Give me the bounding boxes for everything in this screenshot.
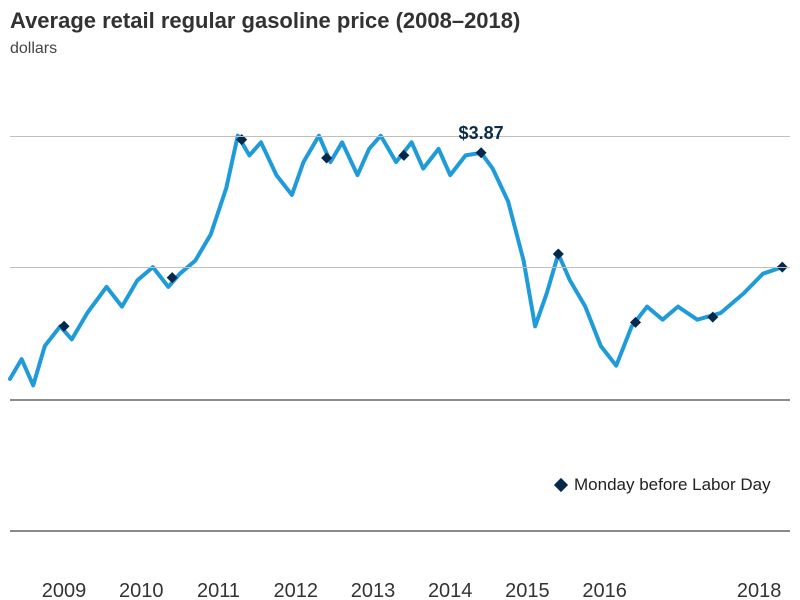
x-axis-label: 2012 <box>273 580 318 600</box>
x-axis-label: 2010 <box>119 580 164 600</box>
x-axis-label: 2009 <box>42 580 87 600</box>
x-axis-label: 2011 <box>197 580 240 600</box>
gridline <box>10 267 790 268</box>
gridline <box>10 399 790 401</box>
diamond-icon <box>554 478 568 492</box>
plot-area: 200920102011201220132014201520162018 <box>10 70 790 530</box>
labor-day-markers <box>10 70 790 530</box>
gridline <box>10 136 790 137</box>
x-axis-label: 2016 <box>582 580 627 600</box>
chart-subtitle: dollars <box>10 40 57 58</box>
x-axis-label: 2014 <box>428 580 473 600</box>
legend: Monday before Labor Day <box>556 475 771 495</box>
x-axis-label: 2013 <box>351 580 396 600</box>
chart-title: Average retail regular gasoline price (2… <box>10 8 520 34</box>
x-axis-label: 2018 <box>737 580 782 600</box>
legend-label: Monday before Labor Day <box>574 475 771 495</box>
gasoline-price-chart: Average retail regular gasoline price (2… <box>0 0 800 600</box>
price-annotation: $3.87 <box>459 123 504 144</box>
x-axis-label: 2015 <box>505 580 550 600</box>
gridline <box>10 530 790 532</box>
